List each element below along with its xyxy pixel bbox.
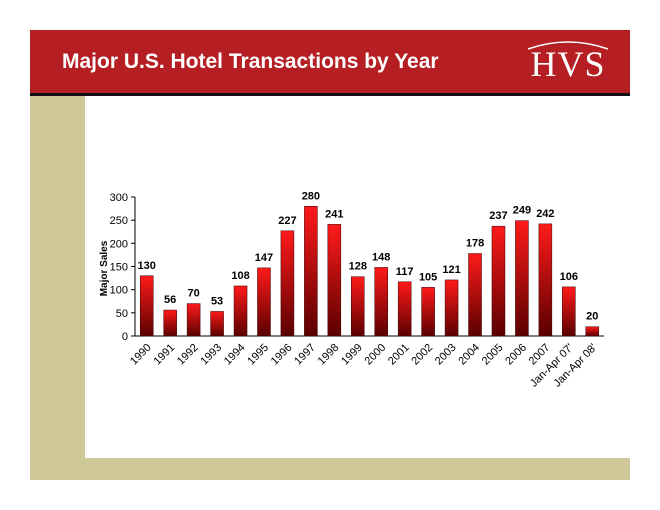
x-tick-label: 1991 — [151, 342, 177, 368]
x-tick-label: 1998 — [316, 342, 342, 368]
bar — [351, 276, 365, 337]
data-label: 280 — [302, 190, 320, 202]
x-tick-label: 1995 — [245, 342, 271, 368]
logo-arc-icon — [527, 41, 609, 50]
bar — [139, 275, 154, 337]
bar — [257, 267, 271, 337]
y-tick-label: 250 — [110, 215, 128, 227]
x-tick-label: 2002 — [409, 342, 435, 368]
y-tick-label: 100 — [110, 285, 128, 297]
x-tick-label: 2004 — [456, 342, 482, 368]
data-label: 242 — [536, 208, 554, 220]
data-label: 178 — [466, 238, 484, 250]
y-tick-label: 150 — [110, 262, 128, 274]
data-label: 105 — [419, 271, 437, 283]
bar — [468, 253, 482, 337]
bar — [491, 225, 506, 337]
bar — [397, 281, 412, 337]
logo-text: HVS — [530, 44, 606, 84]
x-tick-label: 1999 — [339, 342, 365, 368]
data-label: 241 — [325, 208, 343, 220]
data-label: 108 — [231, 270, 249, 282]
bar — [233, 285, 248, 337]
decorative-left-band — [30, 96, 85, 480]
x-tick-label: 1992 — [175, 342, 201, 368]
data-label: 56 — [164, 294, 176, 306]
data-label: 106 — [560, 271, 578, 283]
bar — [538, 223, 553, 337]
x-tick-label: 1997 — [292, 342, 318, 368]
data-label: 237 — [489, 210, 507, 222]
hvs-logo: HVS — [520, 38, 616, 86]
bar — [327, 224, 342, 337]
data-label: 121 — [442, 264, 460, 276]
x-tick-label: 2006 — [503, 342, 529, 368]
y-axis-title: Major Sales — [99, 240, 110, 296]
bar — [280, 230, 295, 337]
bar — [585, 326, 600, 337]
y-tick-label: 0 — [122, 331, 128, 343]
x-tick-label: 1996 — [269, 342, 295, 368]
data-label: 148 — [372, 251, 390, 263]
x-tick-label: 2000 — [363, 342, 389, 368]
bar — [210, 311, 224, 337]
data-label: 117 — [396, 266, 414, 278]
data-label: 227 — [278, 215, 296, 227]
decorative-bottom-band — [85, 458, 630, 480]
bar — [515, 220, 529, 337]
bar — [444, 279, 459, 337]
data-label: 249 — [513, 205, 531, 217]
y-tick-label: 50 — [116, 308, 128, 320]
x-tick-label: 2001 — [386, 342, 412, 368]
data-label: 70 — [188, 288, 200, 300]
bar — [374, 267, 388, 337]
page-title: Major U.S. Hotel Transactions by Year — [62, 50, 439, 73]
data-label: 130 — [138, 260, 156, 272]
x-tick-label: 1990 — [128, 342, 154, 368]
y-tick-label: 200 — [110, 238, 128, 250]
data-label: 20 — [586, 311, 598, 323]
x-tick-label: 1993 — [198, 342, 224, 368]
x-tick-label: 2003 — [433, 342, 459, 368]
bar — [186, 303, 201, 337]
bar — [421, 287, 435, 337]
y-tick-label: 300 — [110, 192, 128, 204]
data-label: 53 — [211, 295, 223, 307]
x-tick-label: 1994 — [222, 342, 248, 368]
x-tick-label: 2005 — [480, 342, 506, 368]
bar — [304, 206, 318, 337]
bar — [562, 286, 576, 337]
title-banner: Major U.S. Hotel Transactions by Year HV… — [30, 30, 630, 96]
data-label: 128 — [349, 261, 367, 273]
data-label: 147 — [255, 252, 273, 264]
bar — [163, 309, 177, 337]
